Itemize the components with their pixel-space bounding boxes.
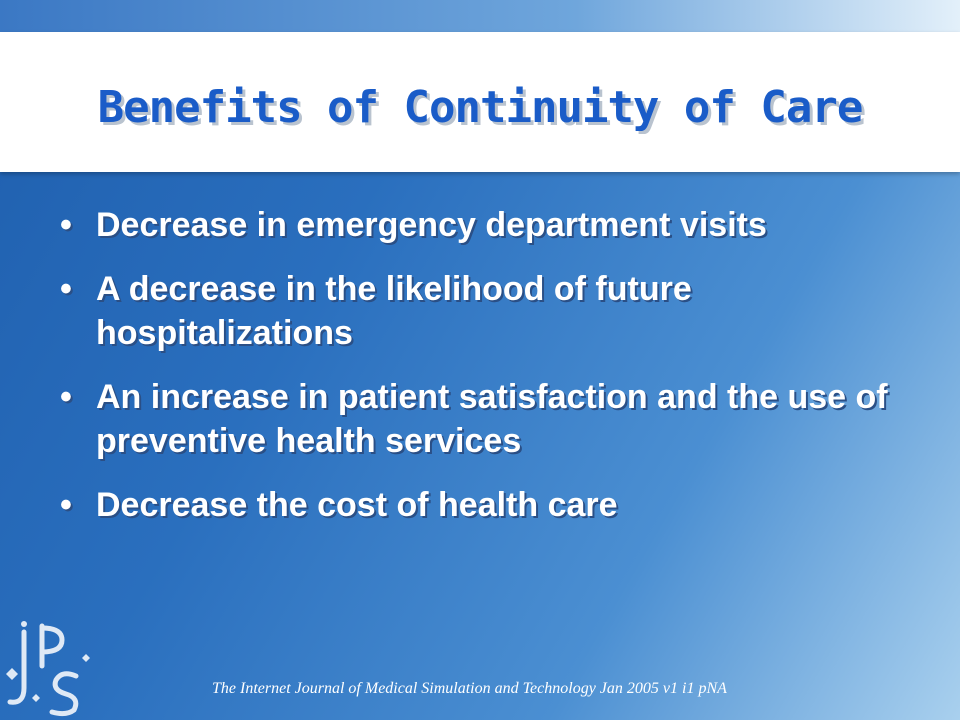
bullet-text: Decrease the cost of health care [96,486,618,524]
jps-logo-icon [6,621,90,717]
bullet-item: • A decrease in the likelihood of future… [60,267,920,355]
bullet-dot-icon: • [60,378,72,416]
top-decorative-band [0,0,960,32]
title-panel [0,32,960,172]
slide-title: Benefits of Continuity of Care [97,82,864,133]
bullet-dot-icon: • [60,270,72,308]
bullet-item: • Decrease in emergency department visit… [60,203,920,247]
bullet-item: • An increase in patient satisfaction an… [60,375,920,463]
bullet-list: • Decrease in emergency department visit… [60,203,920,547]
bullet-dot-icon: • [60,486,72,524]
bullet-text: An increase in patient satisfaction and … [96,378,888,460]
bullet-item: • Decrease the cost of health care [60,483,920,527]
bullet-text: Decrease in emergency department visits [96,206,767,244]
bullet-dot-icon: • [60,206,72,244]
footer-citation: The Internet Journal of Medical Simulati… [212,680,727,697]
bullet-text: A decrease in the likelihood of future h… [96,270,692,352]
